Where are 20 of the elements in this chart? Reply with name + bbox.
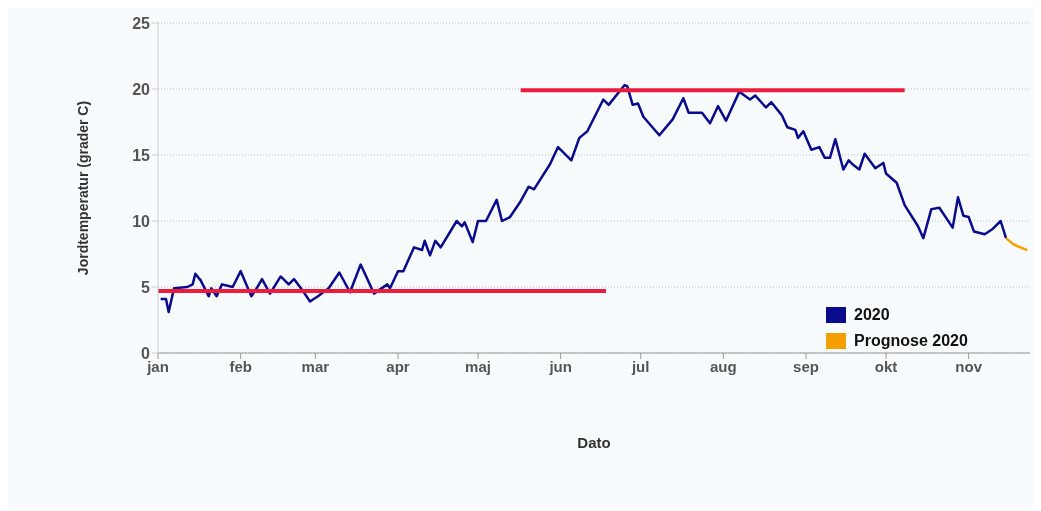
y-tick-label: 20: [132, 80, 151, 98]
x-tick-label: jul: [630, 357, 650, 375]
y-tick-label: 5: [141, 278, 151, 296]
y-tick-label: 0: [141, 344, 151, 362]
x-tick-label: jun: [548, 357, 572, 375]
y-tick-label: 10: [132, 212, 151, 230]
x-tick-label: apr: [386, 357, 410, 375]
x-tick-label: okt: [874, 357, 898, 375]
x-axis-title: Dato: [577, 434, 611, 451]
x-tick-label: nov: [955, 357, 983, 375]
x-tick-label: sep: [793, 357, 819, 375]
y-tick-label: 25: [132, 14, 151, 32]
x-tick-label: maj: [465, 357, 491, 375]
x-tick-label: aug: [710, 357, 737, 375]
y-tick-label: 15: [132, 146, 151, 164]
legend-label: Prognose 2020: [854, 332, 968, 350]
y-axis-title: Jordtemperatur (grader C): [74, 100, 91, 276]
x-tick-label: mar: [301, 357, 330, 375]
x-tick-label: feb: [229, 357, 252, 375]
legend-label: 2020: [854, 306, 890, 324]
